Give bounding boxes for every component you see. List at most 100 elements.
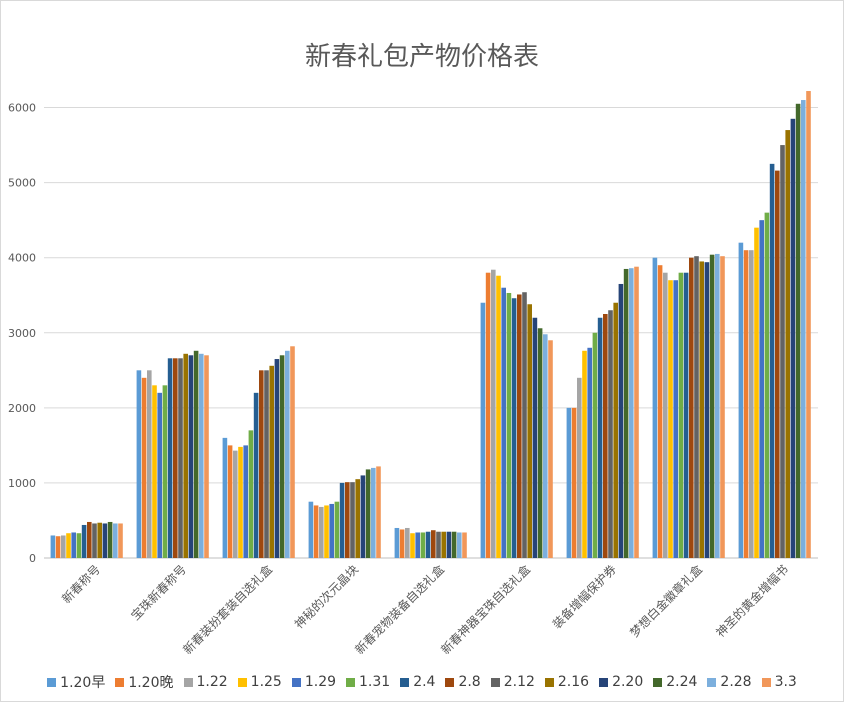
bar bbox=[425, 531, 431, 558]
bar bbox=[308, 501, 314, 558]
bar bbox=[749, 250, 754, 558]
bar bbox=[399, 529, 405, 558]
bar bbox=[371, 467, 376, 558]
bar bbox=[107, 521, 113, 558]
bar bbox=[517, 294, 522, 558]
bar bbox=[350, 482, 355, 558]
legend-swatch bbox=[707, 677, 717, 687]
bar bbox=[709, 254, 715, 559]
bar bbox=[420, 532, 426, 558]
bar bbox=[167, 358, 173, 558]
bar bbox=[339, 482, 345, 558]
bar bbox=[66, 533, 71, 558]
x-tick-label: 神圣的黄金增幅书 bbox=[713, 562, 791, 640]
bar bbox=[571, 407, 577, 558]
bar bbox=[543, 334, 548, 558]
bar bbox=[76, 533, 82, 558]
bar bbox=[566, 407, 572, 558]
legend-label: 1.31 bbox=[359, 674, 391, 690]
bar bbox=[608, 310, 613, 558]
legend-item: 1.20早 bbox=[47, 672, 105, 692]
bar bbox=[279, 355, 285, 558]
bar bbox=[720, 256, 725, 558]
bar bbox=[313, 505, 319, 558]
bar bbox=[738, 242, 744, 558]
y-tick-label: 1000 bbox=[8, 477, 36, 490]
x-tick-label: 神秘的次元晶块 bbox=[291, 562, 361, 632]
bar bbox=[801, 100, 806, 559]
bar bbox=[147, 370, 152, 558]
bar bbox=[410, 533, 415, 558]
bar bbox=[188, 355, 194, 558]
chart-title: 新春礼包产物价格表 bbox=[304, 42, 539, 72]
bar bbox=[136, 370, 142, 558]
bar bbox=[511, 298, 517, 558]
bar bbox=[457, 532, 462, 558]
bar bbox=[365, 469, 371, 558]
bar bbox=[259, 370, 264, 558]
bar bbox=[754, 227, 759, 558]
bar bbox=[491, 269, 496, 558]
bar bbox=[532, 317, 538, 558]
bar bbox=[623, 268, 629, 558]
bar bbox=[431, 530, 436, 558]
bar bbox=[548, 340, 553, 558]
legend-swatch bbox=[346, 677, 356, 687]
bar bbox=[704, 262, 710, 558]
bar bbox=[652, 257, 658, 558]
bar bbox=[118, 523, 123, 558]
legend-swatch bbox=[653, 677, 663, 687]
bar bbox=[162, 385, 168, 558]
bar bbox=[324, 505, 329, 558]
y-tick-label: 6000 bbox=[8, 102, 36, 115]
bar bbox=[780, 145, 785, 559]
bar bbox=[759, 220, 764, 558]
bar bbox=[253, 392, 259, 558]
bar bbox=[689, 257, 694, 558]
bar bbox=[715, 253, 720, 558]
x-tick-label: 新春宠物装备自选礼盒 bbox=[352, 562, 447, 657]
bar bbox=[415, 532, 420, 558]
bar bbox=[462, 532, 467, 558]
bar bbox=[577, 377, 582, 558]
bar bbox=[790, 118, 796, 559]
bar bbox=[527, 304, 532, 558]
legend-item: 2.24 bbox=[653, 672, 697, 692]
legend-label: 2.16 bbox=[557, 674, 590, 690]
bar bbox=[582, 350, 587, 558]
bar bbox=[506, 292, 512, 558]
bar bbox=[785, 130, 790, 559]
bar bbox=[699, 261, 704, 558]
bar bbox=[248, 430, 254, 558]
bar bbox=[743, 250, 749, 558]
legend-item: 2.4 bbox=[400, 672, 435, 692]
bar bbox=[405, 527, 410, 558]
y-tick-label: 2000 bbox=[8, 402, 36, 415]
legend-swatch bbox=[115, 677, 125, 687]
bar bbox=[193, 350, 199, 558]
legend-item: 1.25 bbox=[237, 672, 282, 692]
bar bbox=[285, 350, 290, 558]
y-tick-label: 4000 bbox=[8, 252, 36, 265]
bar bbox=[592, 332, 598, 558]
legend-swatch bbox=[291, 677, 301, 687]
bar bbox=[663, 272, 668, 558]
legend-label: 1.20早 bbox=[60, 675, 106, 691]
bar bbox=[485, 272, 491, 558]
bar bbox=[178, 358, 183, 558]
bar bbox=[319, 506, 324, 558]
bar bbox=[264, 370, 269, 558]
legend-item: 2.8 bbox=[445, 672, 481, 692]
legend-label: 1.22 bbox=[196, 674, 228, 690]
bar bbox=[678, 272, 684, 558]
legend-item: 2.12 bbox=[490, 672, 535, 692]
bar bbox=[603, 314, 608, 558]
bar bbox=[141, 377, 147, 558]
legend-swatch bbox=[599, 677, 609, 687]
legend-swatch bbox=[445, 677, 455, 687]
bar bbox=[55, 536, 61, 558]
bar bbox=[496, 275, 501, 558]
legend-item: 3.3 bbox=[761, 672, 797, 692]
bar bbox=[694, 256, 699, 558]
bar bbox=[597, 317, 603, 558]
